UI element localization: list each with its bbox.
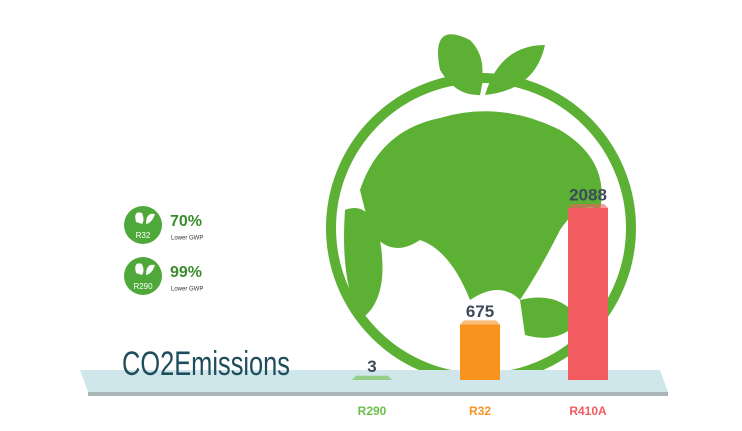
x-tick-label: R290 [358, 404, 387, 418]
platform [80, 370, 668, 392]
badge-note: Lower GWP [171, 287, 203, 293]
bar [568, 208, 608, 380]
value-label: 675 [466, 302, 494, 321]
bar [460, 324, 500, 380]
badge: R32 70% Lower GWP [124, 206, 203, 244]
badge: R290 99% Lower GWP [124, 257, 203, 295]
bar-top [352, 375, 392, 380]
x-tick-label: R32 [469, 404, 491, 418]
chart-title: CO2Emissions [122, 345, 290, 383]
badge-value: 70% [170, 213, 202, 230]
badge-note: Lower GWP [171, 236, 203, 242]
value-label: 2088 [569, 185, 607, 204]
badge-value: 99% [170, 264, 202, 281]
badge-label: R32 [136, 231, 151, 240]
x-tick-label: R410A [569, 404, 607, 418]
bar-top [460, 320, 500, 325]
value-label: 3 [367, 357, 376, 376]
platform-edge [88, 392, 668, 396]
badge-label: R290 [133, 282, 153, 291]
bar-top [568, 204, 608, 208]
